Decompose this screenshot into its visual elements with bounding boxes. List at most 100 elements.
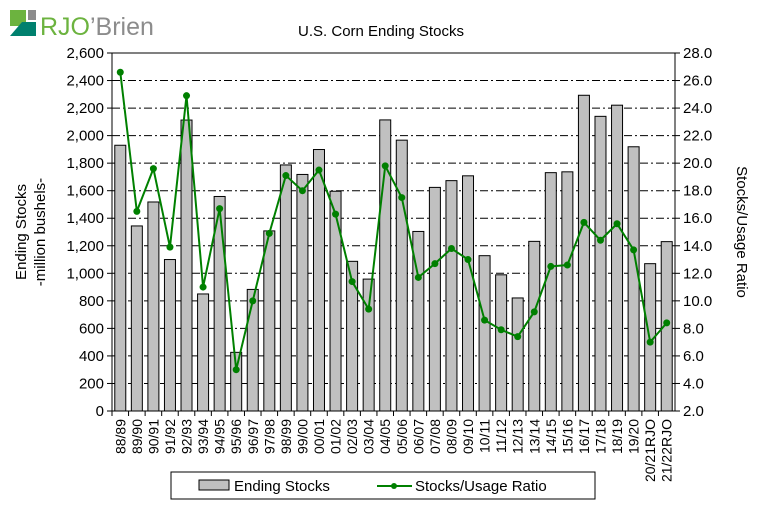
- ratio-point: [282, 172, 290, 180]
- x-tick-label: 21/22RJO: [659, 419, 675, 482]
- x-tick-label: 13/14: [526, 419, 542, 454]
- ratio-point: [514, 333, 522, 341]
- ratio-point: [464, 256, 472, 264]
- x-tick-label: 01/02: [328, 419, 344, 454]
- y-tick-label: 1,000: [66, 265, 104, 282]
- x-tick-label: 11/12: [493, 419, 509, 453]
- bar: [478, 255, 491, 412]
- y-axis-label-line2: -million bushels-: [32, 178, 49, 286]
- logo-text: RJO’Brien: [40, 13, 154, 41]
- ratio-line: [119, 72, 668, 370]
- y2-tick-label: 18.0: [683, 183, 712, 200]
- x-tick-label: 15/16: [559, 419, 575, 454]
- y2-tick-label: 10.0: [683, 293, 712, 310]
- y-tick-label: 2,200: [66, 100, 104, 117]
- ratio-point: [298, 187, 306, 195]
- y-tick-label: 1,600: [66, 183, 104, 200]
- y-tick-label: 2,600: [66, 45, 104, 62]
- y2-tick-label: 22.0: [683, 128, 712, 145]
- x-tick-label: 08/09: [443, 419, 459, 454]
- x-tick-label: 17/18: [592, 419, 608, 454]
- bar: [594, 115, 607, 412]
- y2-tick-label: 8.0: [683, 320, 704, 337]
- y2-tick-label: 20.0: [683, 155, 712, 172]
- ratio-point: [166, 243, 174, 251]
- ratio-point: [149, 165, 157, 173]
- ratio-point: [183, 92, 191, 100]
- x-tick-label: 10/11: [477, 419, 493, 453]
- logo-mark-teal: [10, 22, 36, 36]
- ratio-point: [563, 261, 571, 269]
- y2-tick-label: 14.0: [683, 238, 712, 255]
- ratio-point: [530, 308, 538, 316]
- bar: [163, 259, 176, 412]
- y-tick-label: 600: [79, 320, 104, 337]
- bar: [428, 186, 441, 412]
- ratio-point: [249, 297, 257, 305]
- y-tick-label: 800: [79, 293, 104, 310]
- bar: [180, 119, 193, 412]
- x-tick-label: 06/07: [410, 419, 426, 454]
- x-tick-label: 03/04: [361, 419, 377, 454]
- x-tick-label: 95/96: [228, 419, 244, 454]
- x-tick-label: 99/00: [294, 419, 310, 454]
- bar: [279, 164, 292, 412]
- x-tick-label: 04/05: [377, 419, 393, 454]
- y2-tick-label: 28.0: [683, 45, 712, 62]
- bar: [263, 230, 276, 412]
- x-tick-label: 88/89: [112, 419, 128, 454]
- ratio-point: [315, 166, 323, 174]
- bar: [197, 293, 210, 412]
- legend-label-stocks-usage: Stocks/Usage Ratio: [415, 478, 547, 495]
- x-tick-label: 98/99: [278, 419, 294, 454]
- x-tick-label: 05/06: [394, 419, 410, 454]
- ratio-point: [481, 316, 489, 324]
- y2-axis-label: Stocks/Usage Ratio: [733, 166, 750, 298]
- y-tick-label: 1,800: [66, 155, 104, 172]
- x-tick-label: 07/08: [427, 419, 443, 454]
- ratio-point: [381, 162, 389, 170]
- bar: [362, 278, 375, 412]
- y2-tick-label: 6.0: [683, 348, 704, 365]
- y2-tick-label: 24.0: [683, 100, 712, 117]
- ratio-point: [547, 262, 555, 270]
- x-tick-label: 89/90: [129, 419, 145, 454]
- bar: [611, 104, 624, 412]
- chart-title: U.S. Corn Ending Stocks: [298, 23, 464, 40]
- bar: [462, 175, 475, 412]
- ratio-point: [580, 218, 588, 226]
- x-tick-label: 96/97: [245, 419, 261, 454]
- bar: [147, 201, 160, 412]
- x-tick-label: 09/10: [460, 419, 476, 454]
- x-tick-label: 14/15: [543, 419, 559, 454]
- bar: [577, 94, 590, 412]
- bar: [114, 144, 127, 412]
- bar: [544, 172, 557, 412]
- bar: [627, 146, 640, 412]
- ratio-point: [398, 194, 406, 202]
- bar: [312, 149, 325, 412]
- ratio-point: [630, 246, 638, 254]
- ratio-point: [199, 283, 207, 291]
- logo: RJO’Brien: [10, 10, 154, 41]
- bar: [511, 297, 524, 412]
- ratio-point: [447, 245, 455, 253]
- x-tick-label: 94/95: [212, 419, 228, 454]
- y-tick-label: 200: [79, 375, 104, 392]
- logo-mark-gray: [28, 10, 36, 20]
- x-tick-label: 90/91: [145, 419, 161, 454]
- y-tick-label: 0: [96, 403, 104, 420]
- x-tick-label: 20/21RJO: [642, 419, 658, 482]
- y-tick-label: 400: [79, 348, 104, 365]
- legend-swatch-marker: [391, 483, 397, 489]
- ratio-point: [497, 326, 505, 334]
- y-tick-label: 2,400: [66, 73, 104, 90]
- x-tick-label: 93/94: [195, 419, 211, 454]
- y-tick-label: 1,400: [66, 210, 104, 227]
- legend-label-ending-stocks: Ending Stocks: [234, 478, 330, 495]
- y2-tick-label: 12.0: [683, 265, 712, 282]
- x-tick-label: 91/92: [162, 419, 178, 454]
- ratio-point: [133, 207, 141, 215]
